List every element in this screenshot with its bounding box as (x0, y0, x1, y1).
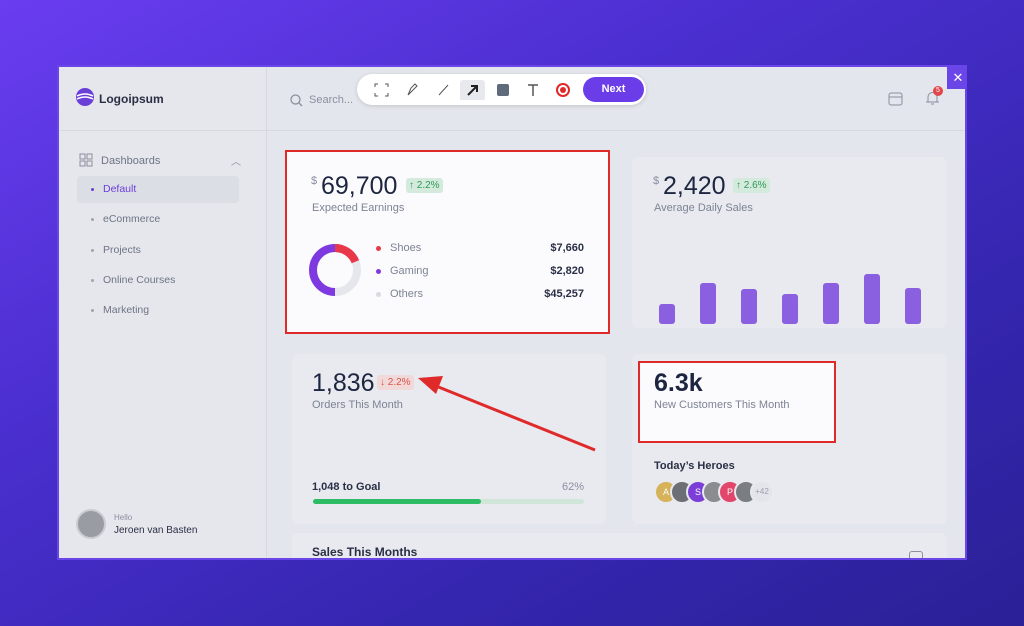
bar (700, 283, 716, 324)
currency: $ (653, 175, 660, 187)
goal-track (313, 499, 584, 504)
daily-sales-change: ↑ 2.6% (733, 178, 770, 193)
legend-dot (376, 246, 381, 251)
search-icon (290, 94, 303, 107)
nav-bullet (91, 309, 94, 313)
donut (309, 244, 361, 296)
divider (59, 130, 267, 131)
close-button[interactable]: ✕ (947, 67, 965, 89)
earnings-change: ↑ 2.2% (406, 178, 443, 193)
nav-bullet (91, 278, 94, 282)
daily-sales-bars (659, 274, 921, 324)
nav-item[interactable]: eCommerce (103, 213, 161, 226)
dashboards-icon (79, 153, 93, 167)
sales-title: Sales This Months (312, 545, 418, 559)
calendar-icon[interactable] (888, 91, 903, 106)
item-name: Shoes (390, 242, 422, 254)
bar (659, 304, 675, 324)
goal-percent: 62% (562, 481, 585, 493)
currency: $ (311, 175, 318, 187)
highlight-box (638, 361, 836, 443)
divider (267, 130, 965, 131)
earnings-label: Expected Earnings (312, 202, 405, 214)
bar (741, 289, 757, 324)
item-value: $45,257 (544, 288, 584, 300)
nav-item[interactable]: Projects (103, 243, 141, 256)
nav-bullet (91, 218, 94, 222)
earnings-amount: 69,700 (321, 172, 398, 200)
item-name: Gaming (390, 265, 429, 277)
collapse-icon[interactable]: ︿ (231, 157, 241, 168)
toolbar-tools[interactable] (370, 80, 580, 100)
bar (823, 283, 839, 324)
nav-bullet (91, 188, 94, 191)
user-name: Jeroen van Basten (114, 525, 198, 536)
customers-amount: 6.3k (654, 369, 703, 397)
daily-sales-label: Average Daily Sales (654, 202, 753, 214)
nav-item[interactable]: Default (103, 183, 137, 195)
user-greeting: Hello (114, 513, 133, 522)
item-value: $2,820 (550, 265, 584, 277)
legend-dot (376, 292, 381, 297)
legend-dot (376, 269, 381, 274)
bar (782, 294, 798, 324)
nav-item[interactable]: Online Courses (103, 273, 176, 286)
more-icon[interactable] (909, 551, 923, 558)
logo-icon (76, 88, 94, 106)
nav-bullet (91, 248, 94, 252)
logo-text: Logoipsum (99, 92, 164, 106)
user-avatar (76, 509, 106, 539)
orders-change: ↓ 2.2% (377, 375, 414, 390)
earnings-card (285, 150, 610, 334)
notification-badge: 5 (933, 86, 943, 96)
daily-sales-amount: 2,420 (663, 172, 726, 200)
avatar-more: +42 (750, 480, 774, 504)
app-window: Logoipsum Dashboards ︿ Hello Jeroen van … (57, 65, 967, 560)
goal-label: 1,048 to Goal (312, 481, 381, 493)
sidebar (59, 67, 267, 558)
nav-item[interactable]: Marketing (103, 304, 150, 317)
orders-label: Orders This Month (312, 399, 403, 411)
nav-group[interactable]: Dashboards (101, 155, 161, 167)
bar (864, 274, 880, 324)
active-item-bg (77, 176, 239, 203)
item-value: $7,660 (550, 242, 584, 254)
search-input[interactable]: Search... (309, 94, 354, 106)
orders-amount: 1,836 (312, 369, 375, 397)
item-name: Others (390, 288, 424, 300)
customers-label: New Customers This Month (654, 399, 790, 411)
next-button[interactable]: Next (583, 77, 644, 102)
goal-progress (313, 499, 482, 504)
sales-card (292, 533, 947, 558)
orders-card (292, 354, 606, 524)
heroes-title: Today’s Heroes (654, 460, 735, 472)
bar (905, 288, 921, 324)
